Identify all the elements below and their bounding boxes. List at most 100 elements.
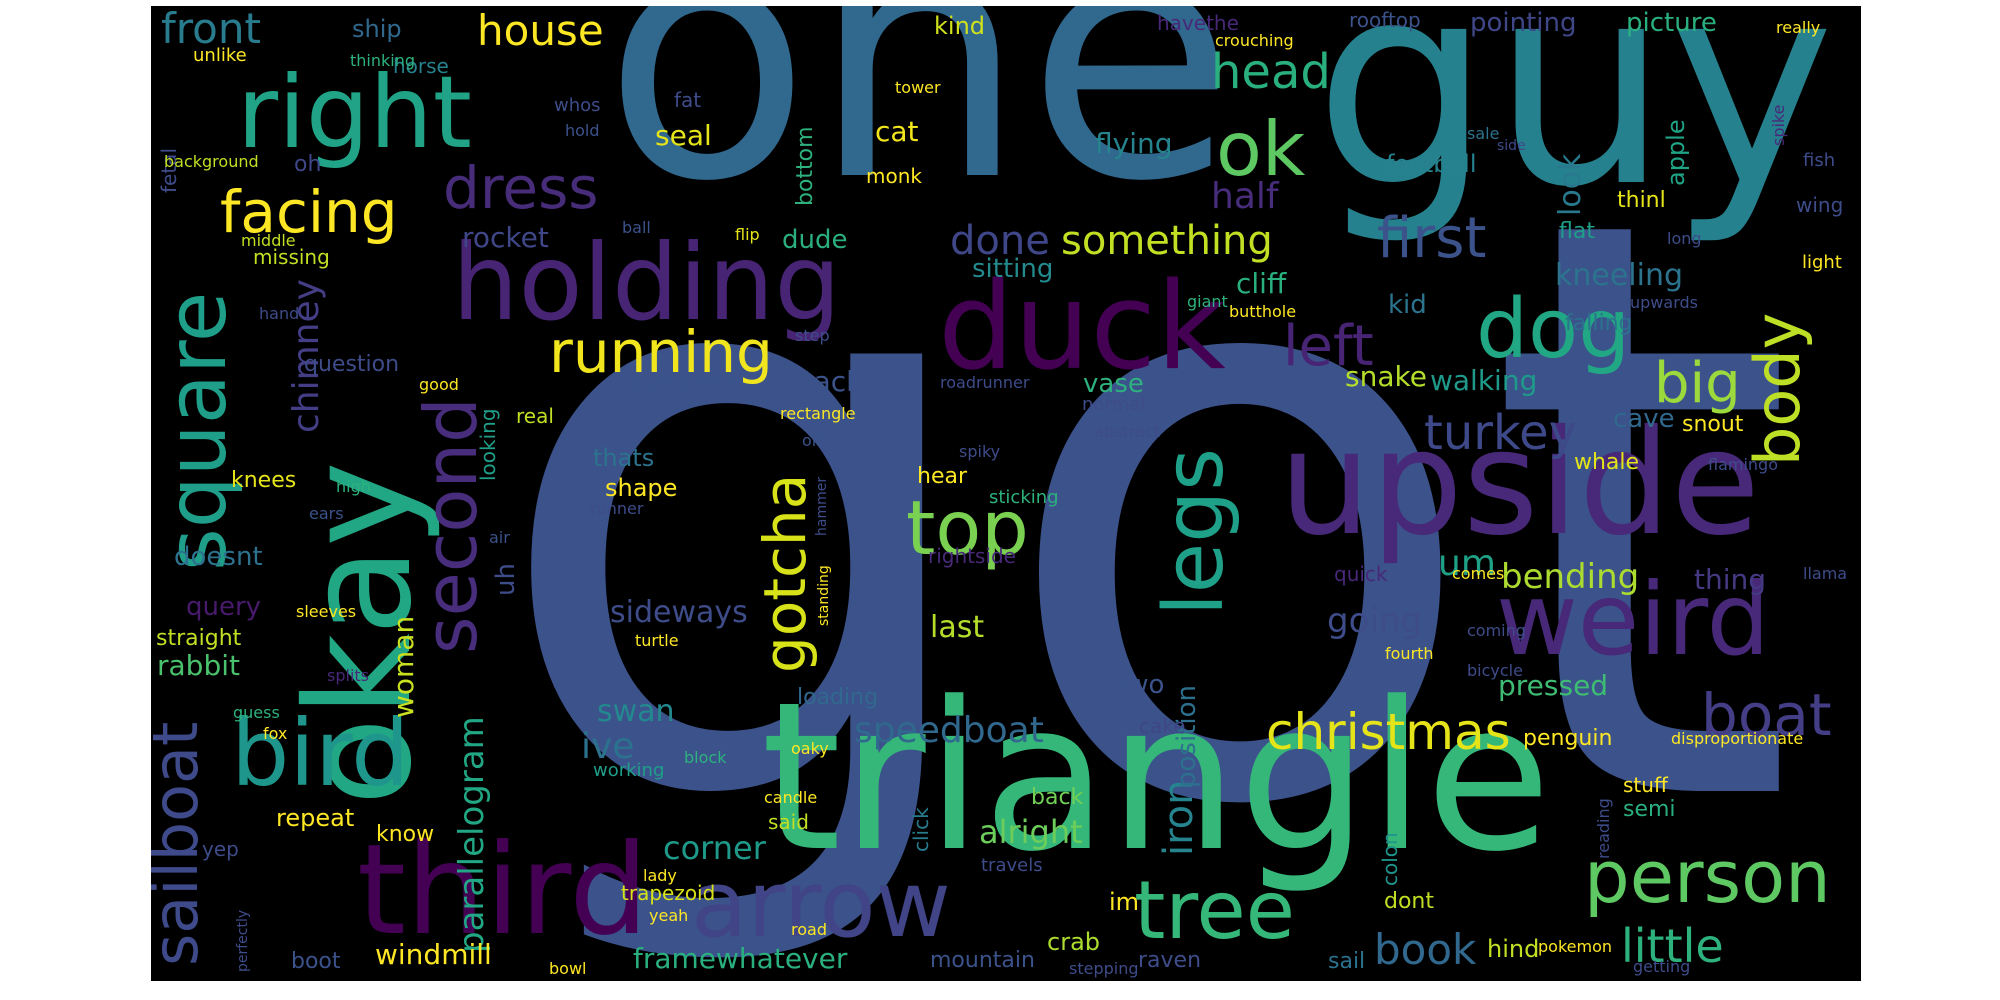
word-butthole: butthole	[1229, 302, 1297, 321]
word-third: third	[357, 818, 649, 963]
word-havethe: havethe	[1157, 11, 1239, 35]
word-gotcha: gotcha	[751, 473, 819, 673]
word-woman: woman	[387, 615, 420, 718]
word-trapezoid: trapezoid	[621, 881, 716, 905]
word-middle: middle	[241, 231, 296, 250]
word-triangle: triangle	[761, 659, 1552, 897]
word-doesnt: doesnt	[174, 542, 263, 572]
word-guy: guy	[1314, 6, 1835, 249]
word-ive: ive	[581, 726, 635, 767]
word-pointing: pointing	[1470, 8, 1577, 38]
word-oaky: oaky	[791, 739, 829, 758]
word-cliff: cliff	[1236, 267, 1287, 300]
word-disproportionate: disproportionate	[1671, 729, 1804, 748]
word-travels: travels	[981, 855, 1043, 876]
word-cloud: got one guy triangle okay upside duck th…	[151, 6, 1861, 981]
word-holding: holding	[452, 222, 841, 344]
word-giant: giant	[1187, 292, 1228, 311]
word-picture: picture	[1626, 8, 1717, 38]
word-weird: weird	[1496, 561, 1770, 678]
word-rabbit: rabbit	[157, 649, 240, 682]
word-hand: hand	[259, 304, 300, 323]
word-step: step	[795, 326, 830, 345]
word-monk: monk	[866, 164, 922, 188]
word-knees: knees	[231, 468, 297, 493]
word-facing: facing	[220, 178, 398, 246]
word-getting: getting	[1633, 957, 1691, 976]
word-wing: wing	[1796, 193, 1844, 217]
word-sticking: sticking	[989, 487, 1059, 508]
word-semi: semi	[1623, 797, 1676, 822]
word-swan: swan	[597, 694, 675, 729]
word-pressed: pressed	[1498, 669, 1609, 702]
word-speedboat: speedboat	[854, 710, 1044, 751]
word-turtle: turtle	[635, 631, 679, 650]
word-flying: flying	[1095, 127, 1173, 160]
word-sitting: sitting	[972, 254, 1054, 284]
word-going: going	[1327, 601, 1422, 641]
word-cave: cave	[1613, 404, 1675, 434]
word-know: know	[376, 822, 435, 847]
word-dress: dress	[443, 154, 599, 222]
word-hold: hold	[565, 121, 600, 140]
word-corner: corner	[663, 829, 766, 867]
word-ball: ball	[622, 218, 651, 237]
word-upwards: upwards	[1630, 293, 1698, 312]
word-said: said	[768, 810, 809, 834]
word-comes: comes	[1452, 564, 1505, 583]
word-thinl: thinl	[1617, 188, 1666, 213]
word-im: im	[1109, 888, 1140, 916]
word-head: head	[1211, 44, 1331, 100]
word-really: really	[1776, 18, 1821, 37]
word-boat: boat	[1701, 681, 1832, 749]
word-sleeves: sleeves	[296, 602, 357, 621]
word-arrow: arrow	[691, 851, 951, 958]
word-kid: kid	[1388, 290, 1427, 320]
word-fox: fox	[263, 724, 288, 743]
word-yacht: yacht	[797, 365, 875, 398]
word-football: football	[1386, 150, 1477, 178]
word-bending: bending	[1501, 557, 1640, 597]
word-whale: whale	[1574, 450, 1640, 475]
word-flamingo: flamingo	[1708, 455, 1778, 474]
word-rooftop: rooftop	[1349, 8, 1421, 32]
word-turkey: turkey	[1424, 405, 1577, 461]
word-boot: boot	[291, 949, 341, 974]
word-tree: tree	[1134, 864, 1295, 957]
word-long: long	[1667, 229, 1702, 248]
word-question: question	[304, 352, 400, 377]
word-back: back	[1031, 785, 1084, 810]
word-looking: looking	[476, 408, 500, 481]
word-last: last	[930, 610, 985, 645]
word-body: body	[1741, 312, 1814, 466]
word-dude: dude	[782, 225, 848, 255]
word-sale: sale	[1467, 124, 1500, 143]
word-uh: uh	[491, 563, 521, 596]
word-background: background	[164, 152, 259, 171]
word-square: square	[151, 291, 245, 571]
word-thing: thing	[1694, 563, 1767, 596]
word-yep: yep	[202, 837, 239, 861]
word-christmas: christmas	[1266, 703, 1511, 761]
word-legs: legs	[1147, 447, 1242, 616]
word-working: working	[593, 760, 665, 781]
word-light: light	[1802, 252, 1842, 273]
word-loading: loading	[797, 685, 879, 710]
word-real: real	[516, 404, 554, 428]
word-something: something	[1061, 218, 1273, 264]
word-snout: snout	[1682, 412, 1744, 437]
word-book: book	[1374, 925, 1477, 974]
word-walking: walking	[1430, 364, 1538, 397]
word-thinking: thinking	[350, 51, 416, 70]
word-bicycle: bicycle	[1467, 661, 1523, 680]
word-dog: dog	[1476, 282, 1631, 377]
word-parallelogram: parallelogram	[452, 716, 492, 953]
word-candle: candle	[764, 788, 818, 807]
word-right: right	[237, 54, 472, 171]
word-straight: straight	[156, 626, 242, 651]
word-hammer: hammer	[814, 476, 830, 536]
word-normal: normal	[1082, 394, 1146, 415]
word-standing: standing	[816, 565, 832, 626]
word-perfectly: perfectly	[235, 909, 251, 972]
word-person: person	[1584, 835, 1831, 919]
